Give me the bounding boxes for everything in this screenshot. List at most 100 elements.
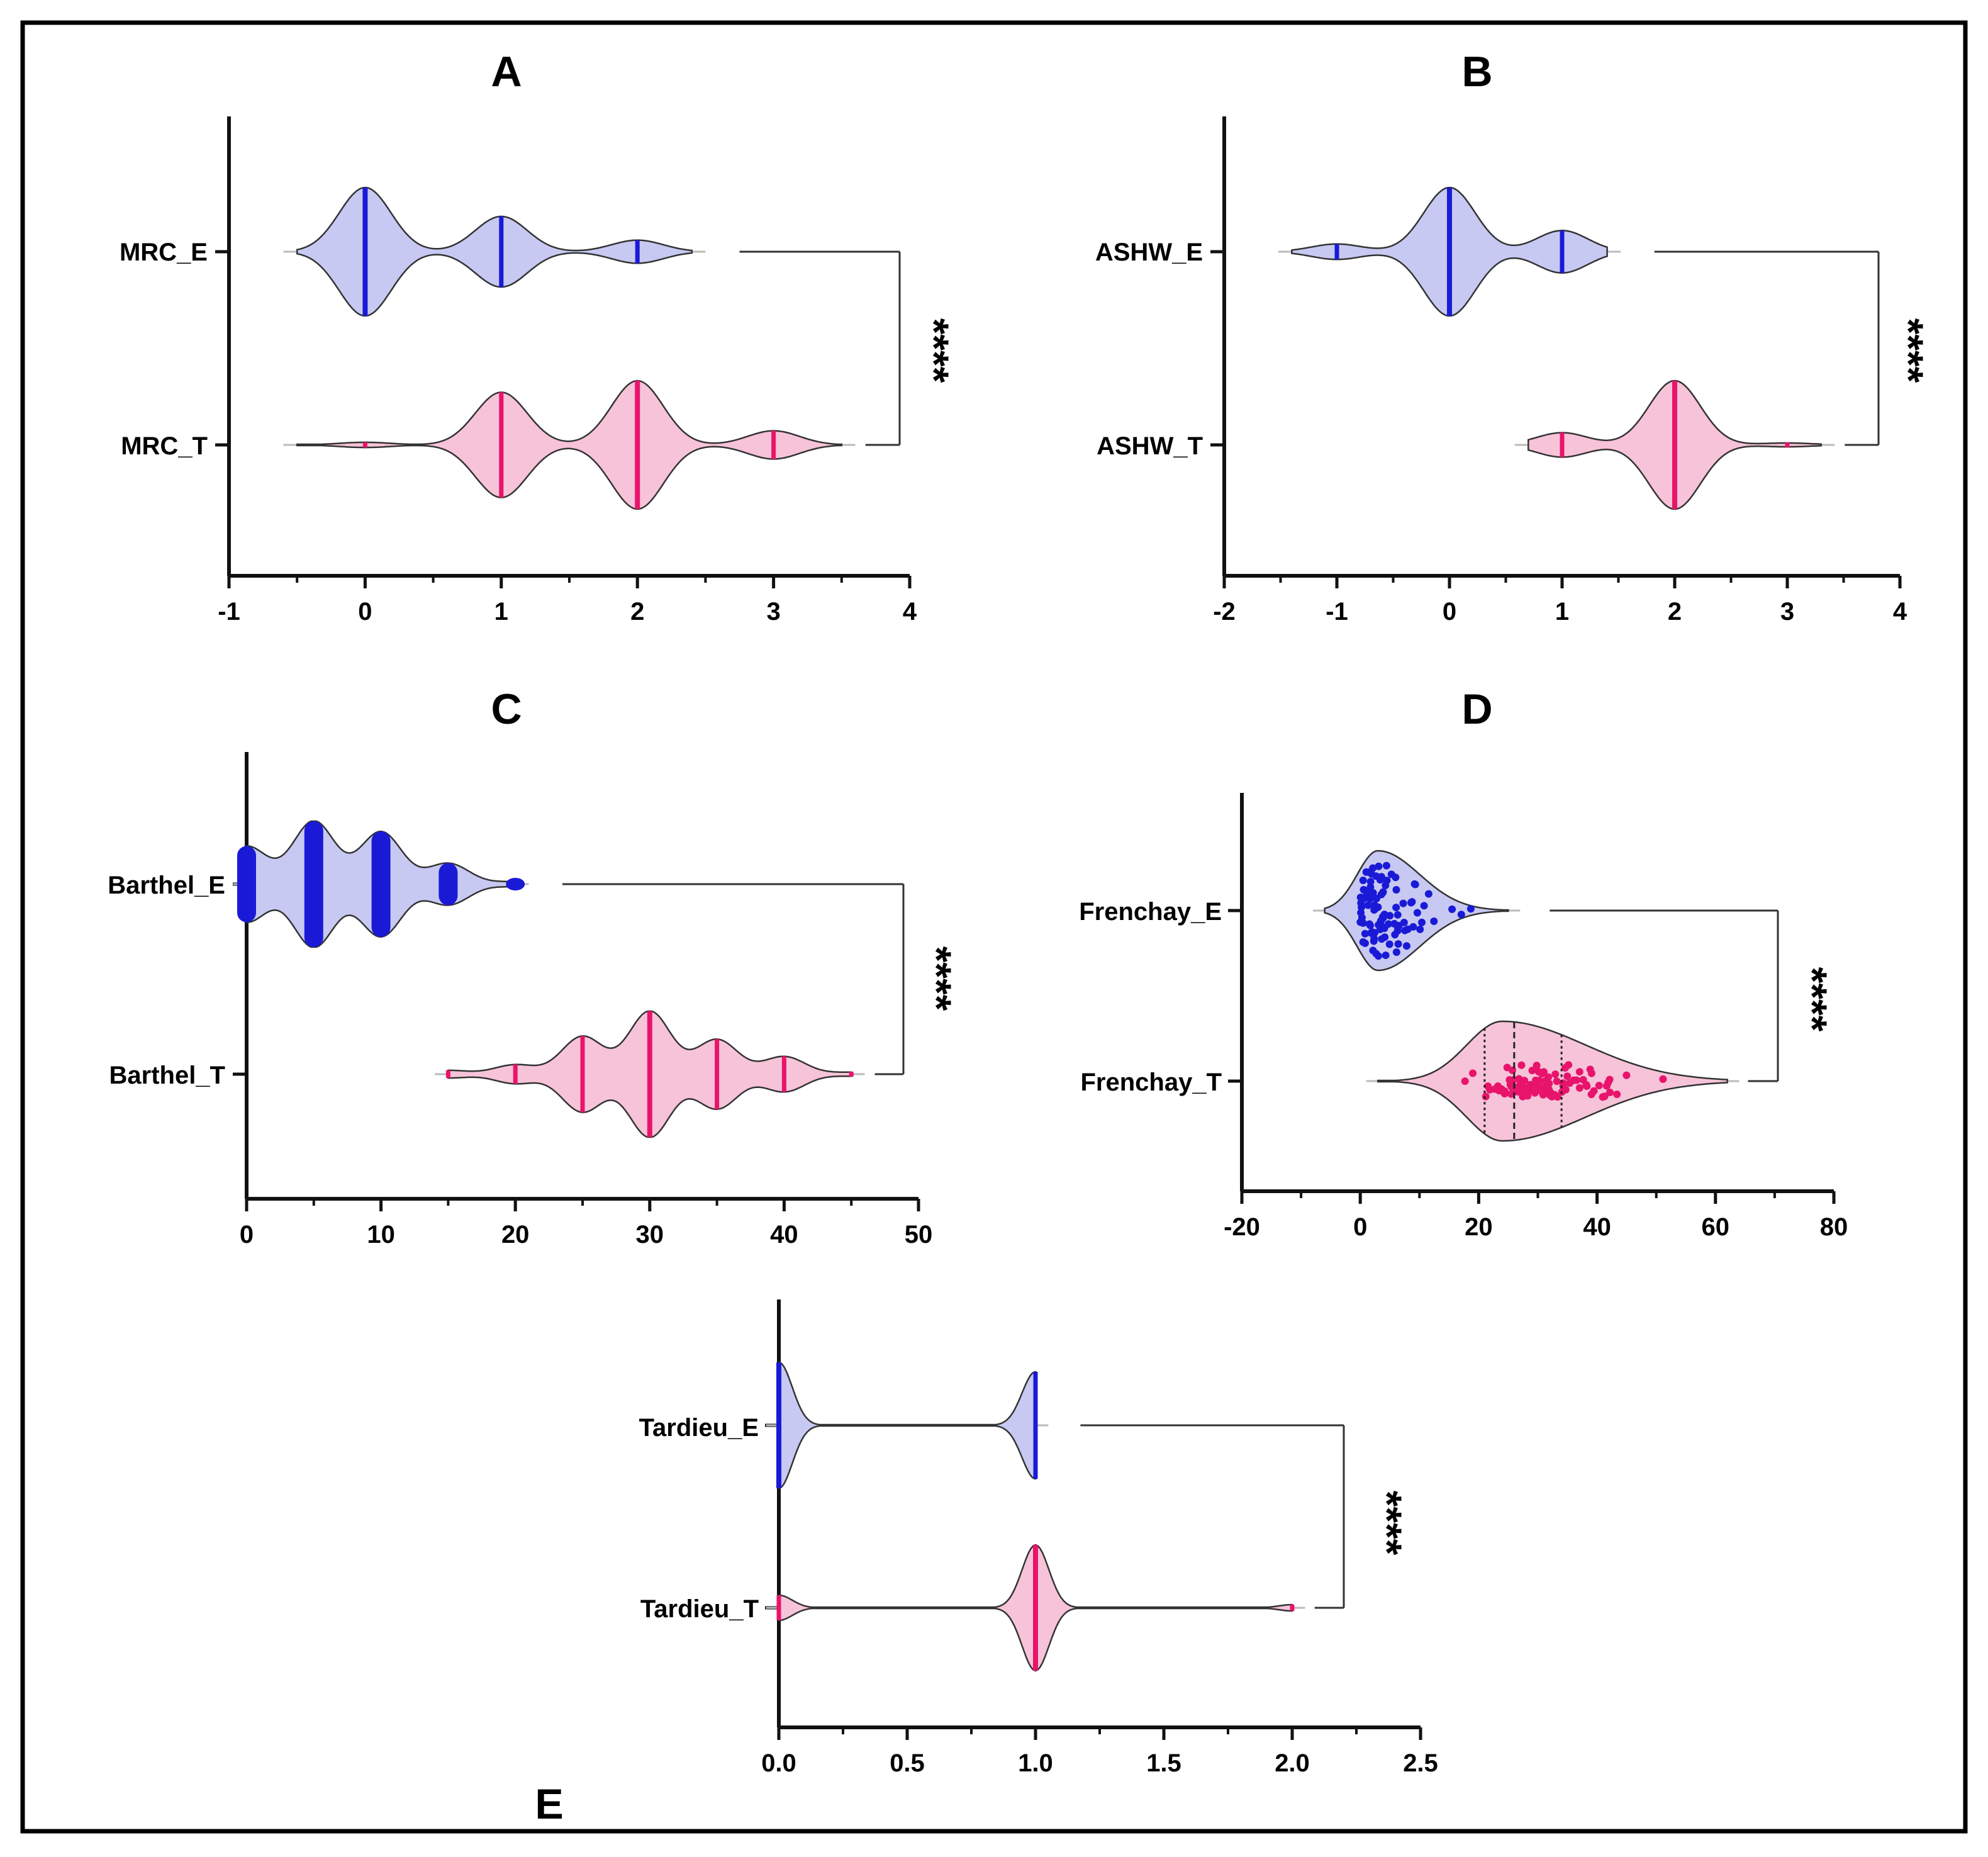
data-point (1359, 876, 1367, 884)
x-tick-label: 0 (1353, 1213, 1367, 1241)
data-point (1368, 870, 1376, 878)
data-point (1392, 904, 1400, 912)
data-point (1420, 902, 1428, 910)
data-point (1393, 911, 1402, 919)
data-point (1599, 1093, 1607, 1101)
data-point (1551, 1070, 1560, 1079)
data-point (1469, 1069, 1477, 1077)
data-point (1391, 931, 1399, 939)
data-point (1394, 940, 1402, 948)
x-tick-label: 4 (1893, 598, 1907, 626)
data-point (1372, 950, 1380, 958)
data-point (1575, 1084, 1583, 1092)
panel-label: C (491, 685, 522, 733)
data-point (1379, 888, 1387, 896)
data-point (1364, 901, 1372, 909)
data-point (1543, 1078, 1551, 1086)
data-point (1409, 923, 1417, 931)
x-tick-label: 0 (240, 1221, 254, 1248)
data-point (1371, 905, 1379, 913)
data-point (1466, 905, 1475, 913)
category-label-e: Frenchay_E (1079, 898, 1222, 926)
panel-a: A MRC_E MRC_T **** -1 0 1 2 3 4 (120, 48, 958, 626)
data-point (1505, 1076, 1514, 1084)
data-point (1369, 889, 1377, 897)
x-tick-label: -1 (218, 598, 240, 626)
category-label-e: MRC_E (120, 238, 208, 266)
data-point (1563, 1072, 1572, 1080)
data-point (1385, 940, 1393, 948)
data-point (1370, 934, 1378, 943)
data-point (1613, 1090, 1621, 1098)
x-tick-label: 0.0 (761, 1749, 796, 1777)
data-point (1535, 1076, 1543, 1084)
data-point (1358, 903, 1366, 911)
data-point (1392, 948, 1400, 957)
category-label-e: Tardieu_E (639, 1414, 759, 1442)
data-point (1517, 1061, 1526, 1069)
category-label-t: Barthel_T (109, 1062, 226, 1089)
data-point (1385, 920, 1393, 928)
data-point (1518, 1080, 1526, 1089)
data-point (1528, 1067, 1536, 1075)
data-point (1416, 925, 1424, 933)
x-tick-label: 0 (358, 598, 372, 626)
data-point (1368, 928, 1377, 936)
category-label-e: Barthel_E (108, 872, 225, 899)
data-point (1533, 1062, 1541, 1070)
x-tick-label: 2.0 (1275, 1749, 1310, 1777)
x-tick-label: 2 (630, 598, 644, 626)
x-tick-label: 4 (903, 598, 917, 626)
x-tick-label: 0 (1443, 598, 1456, 626)
panel-c: C Barthel_E Barthel_T **** 0 10 20 30 40 50 (108, 685, 960, 1248)
data-point (1659, 1075, 1667, 1083)
data-point (1553, 1077, 1561, 1086)
data-point (1387, 870, 1395, 878)
figure-border (20, 20, 1968, 1834)
data-point (1392, 886, 1400, 894)
data-point (1602, 1082, 1611, 1090)
data-point (1401, 926, 1409, 934)
x-tick-label: 1 (494, 598, 508, 626)
x-tick-label: 30 (636, 1221, 664, 1248)
data-point (1382, 861, 1390, 870)
data-point-cluster (237, 846, 256, 923)
data-point (1360, 885, 1368, 894)
data-point (1546, 1088, 1555, 1096)
data-point (1507, 1090, 1515, 1098)
x-tick-label: 0.5 (890, 1749, 925, 1777)
data-point (1390, 919, 1399, 928)
category-label-t: MRC_T (121, 432, 208, 460)
significance-label: **** (1364, 1491, 1410, 1556)
data-point (1360, 894, 1368, 902)
data-point (1461, 1077, 1469, 1086)
data-point (1622, 1071, 1631, 1079)
data-point (1566, 1079, 1574, 1087)
panel-d: D Frenchay_E Frenchay_T **** -20 0 20 40 60 8… (1079, 685, 1848, 1241)
x-tick-label: 1 (1555, 598, 1569, 626)
data-point (1579, 1075, 1587, 1084)
data-point (1561, 1064, 1569, 1072)
x-tick-label: 20 (501, 1221, 530, 1248)
data-point (1494, 1084, 1502, 1092)
data-point (1538, 1070, 1546, 1078)
x-tick-label: -1 (1326, 598, 1348, 626)
data-point (1378, 916, 1386, 924)
x-tick-label: 60 (1702, 1213, 1730, 1241)
data-point (1418, 918, 1426, 926)
data-point-cluster (304, 821, 323, 947)
x-tick-label: 1.5 (1146, 1749, 1181, 1777)
significance-label: **** (913, 946, 960, 1011)
data-point (1575, 1068, 1583, 1076)
category-label-t: ASHW_T (1097, 432, 1203, 460)
category-label-t: Frenchay_T (1080, 1069, 1222, 1096)
data-point (1359, 938, 1367, 946)
data-point (1375, 862, 1383, 870)
data-point (1402, 942, 1410, 950)
data-point (1448, 905, 1456, 913)
significance-label: **** (1885, 318, 1932, 383)
x-tick-label: -20 (1224, 1213, 1260, 1241)
x-tick-label: 50 (905, 1221, 933, 1248)
